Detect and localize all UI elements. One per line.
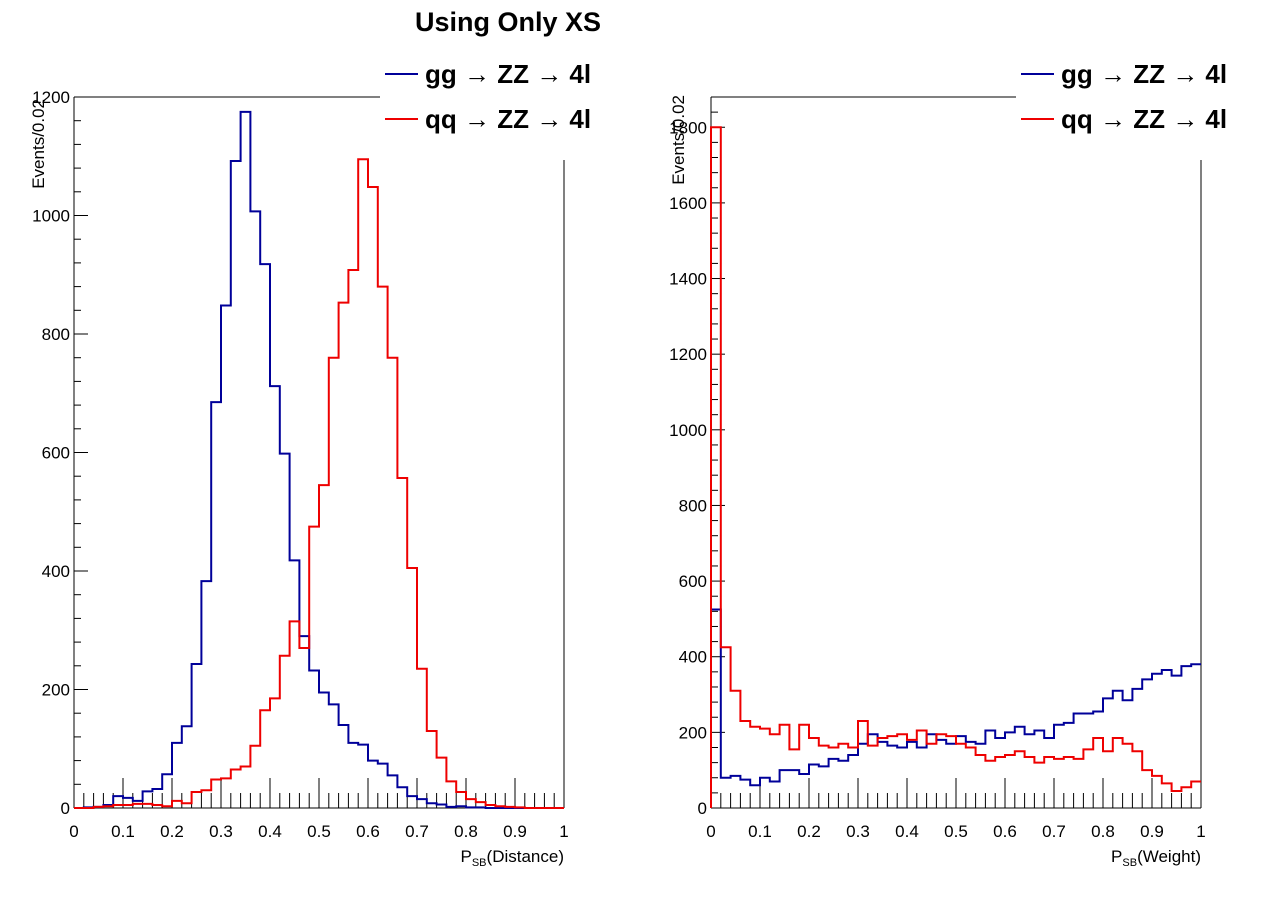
y-tick-label: 200: [679, 723, 707, 742]
y-tick-label: 1000: [32, 207, 70, 226]
x-tick-label: 0.9: [1140, 822, 1164, 841]
x-tick-label: 0.8: [1091, 822, 1115, 841]
y-tick-label: 1200: [32, 88, 70, 107]
y-tick-label: 1800: [669, 118, 707, 137]
legend-background: [380, 52, 620, 160]
series-line-qq: [74, 158, 564, 809]
x-tick-label: 0.7: [1042, 822, 1066, 841]
y-tick-label: 1400: [669, 270, 707, 289]
x-tick-label: 1: [559, 822, 568, 841]
x-tick-label: 0.4: [258, 822, 282, 841]
legend-label-gg: gg → ZZ → 4l: [1061, 59, 1227, 89]
x-tick-label: 1: [1196, 822, 1205, 841]
x-tick-label: 0.5: [944, 822, 968, 841]
x-tick-label: 0: [69, 822, 78, 841]
y-tick-label: 400: [679, 648, 707, 667]
y-tick-label: 800: [679, 496, 707, 515]
x-tick-label: 0.1: [748, 822, 772, 841]
x-tick-label: 0: [706, 822, 715, 841]
x-tick-label: 0.6: [356, 822, 380, 841]
series-line-gg: [74, 110, 564, 809]
x-tick-label: 0.2: [160, 822, 184, 841]
x-tick-label: 0.1: [111, 822, 135, 841]
x-tick-label: 0.3: [209, 822, 233, 841]
right-histogram: 0 0.1 0.2 0.3 0.4 0.5 0.6 0.7 0.8 0.9 1 0 200 400 600 8…: [669, 52, 1256, 869]
y-tick-label: 1000: [669, 421, 707, 440]
x-tick-label: 0.6: [993, 822, 1017, 841]
chart-title: Using Only XS: [415, 7, 601, 37]
legend-background: [1016, 52, 1256, 160]
x-tick-label: 0.5: [307, 822, 331, 841]
y-tick-label: 1200: [669, 345, 707, 364]
y-tick-label: 400: [42, 562, 70, 581]
legend-label-qq: qq → ZZ → 4l: [425, 104, 591, 134]
y-tick-label: 0: [61, 799, 70, 818]
x-tick-label: 0.4: [895, 822, 919, 841]
x-tick-label: 0.7: [405, 822, 429, 841]
y-axis-label: Events/0.02: [669, 95, 688, 185]
x-tick-label: 0.2: [797, 822, 821, 841]
left-histogram: 0 0.1 0.2 0.3 0.4 0.5 0.6 0.7 0.8 0.9 1 0 200 400 600 8…: [29, 52, 620, 869]
x-tick-label: 0.9: [503, 822, 527, 841]
x-tick-label: 0.3: [846, 822, 870, 841]
x-tick-label: 0.8: [454, 822, 478, 841]
x-axis-label: PSB(Distance): [461, 847, 565, 869]
series-line-qq: [710, 126, 1201, 808]
x-axis-label: PSB(Weight): [1111, 847, 1201, 869]
y-tick-label: 600: [42, 444, 70, 463]
y-tick-label: 1600: [669, 194, 707, 213]
y-tick-label: 200: [42, 681, 70, 700]
y-tick-label: 600: [679, 572, 707, 591]
y-tick-label: 800: [42, 325, 70, 344]
legend-label-qq: qq → ZZ → 4l: [1061, 104, 1227, 134]
legend-label-gg: gg → ZZ → 4l: [425, 59, 591, 89]
y-axis-label: Events/0.02: [29, 99, 48, 189]
y-tick-label: 0: [698, 799, 707, 818]
